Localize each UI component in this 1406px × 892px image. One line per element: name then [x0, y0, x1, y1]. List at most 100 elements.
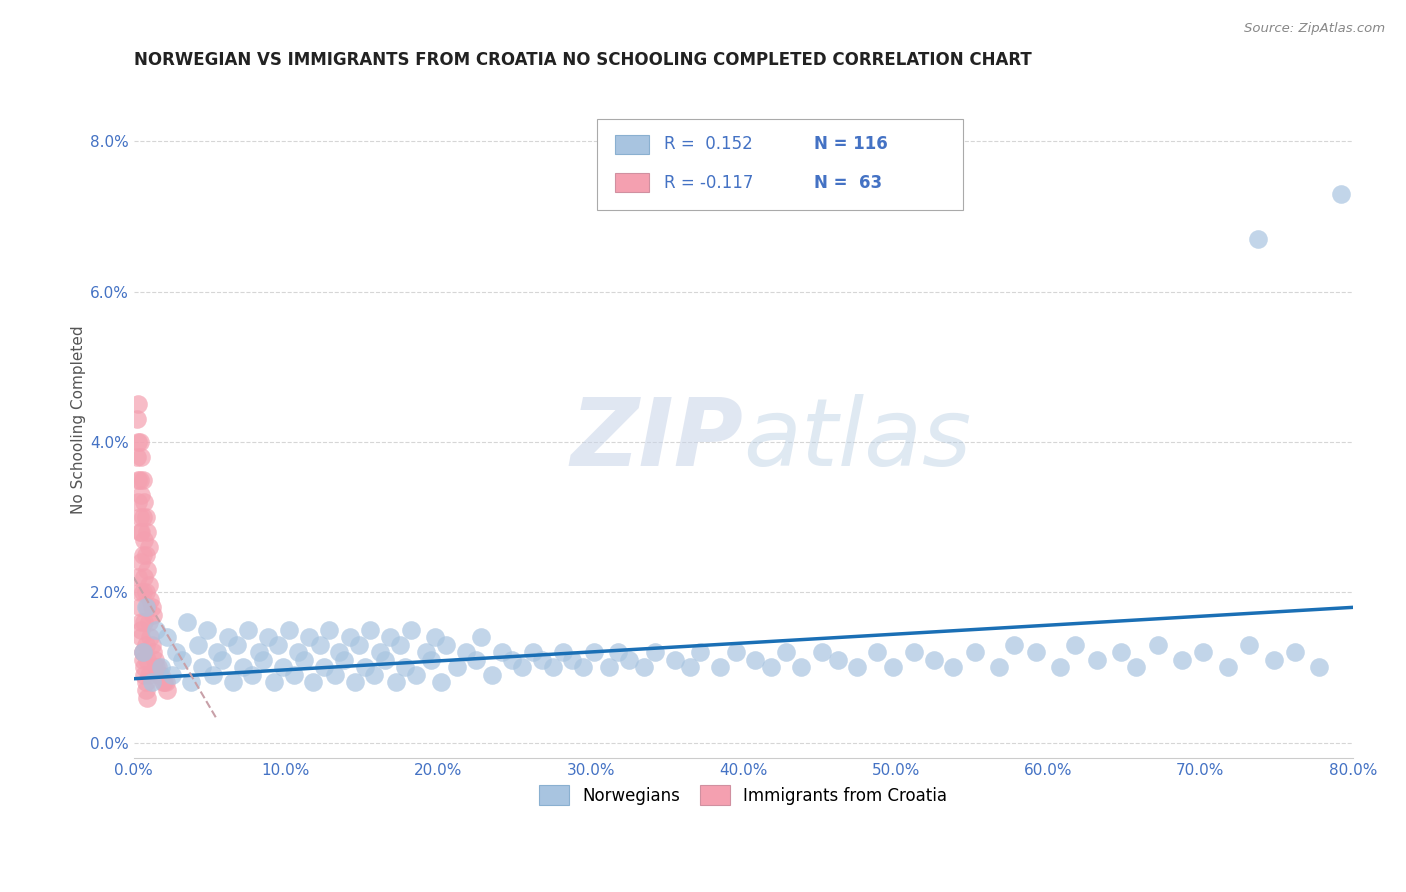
Point: [125, 412, 148, 426]
Point: [139, 631, 162, 645]
Point: [134, 615, 156, 630]
Point: [129, 623, 152, 637]
Point: [363, 668, 385, 682]
Point: [1109, 645, 1132, 659]
Point: [132, 653, 155, 667]
Point: [129, 450, 152, 464]
Point: [724, 645, 747, 659]
Point: [689, 645, 711, 659]
Point: [278, 623, 301, 637]
Point: [141, 638, 163, 652]
Y-axis label: No Schooling Completed: No Schooling Completed: [72, 326, 86, 514]
Point: [1216, 660, 1239, 674]
FancyBboxPatch shape: [616, 173, 650, 193]
Point: [378, 631, 401, 645]
Point: [522, 645, 544, 659]
Point: [318, 623, 340, 637]
Point: [271, 660, 294, 674]
Point: [127, 435, 149, 450]
Point: [176, 615, 198, 630]
Point: [454, 645, 477, 659]
Point: [553, 645, 575, 659]
Point: [150, 660, 173, 674]
Point: [150, 668, 173, 682]
FancyBboxPatch shape: [598, 119, 963, 210]
Point: [160, 668, 183, 682]
Point: [156, 683, 179, 698]
Point: [136, 653, 159, 667]
Point: [125, 450, 148, 464]
Point: [135, 675, 157, 690]
Point: [1263, 653, 1285, 667]
Point: [1308, 660, 1330, 674]
Point: [465, 653, 488, 667]
Point: [374, 653, 396, 667]
Point: [138, 578, 160, 592]
Point: [1146, 638, 1168, 652]
Point: [148, 668, 170, 682]
Point: [195, 623, 218, 637]
Point: [384, 675, 406, 690]
Point: [129, 615, 152, 630]
Point: [903, 645, 925, 659]
Point: [143, 653, 166, 667]
Point: [312, 660, 335, 674]
Point: [389, 638, 412, 652]
Point: [323, 668, 346, 682]
Point: [129, 631, 152, 645]
Point: [129, 488, 152, 502]
Point: [141, 600, 163, 615]
Point: [679, 660, 702, 674]
Point: [134, 668, 156, 682]
Point: [561, 653, 583, 667]
Point: [988, 660, 1011, 674]
Point: [827, 653, 849, 667]
Point: [136, 525, 159, 540]
Point: [132, 585, 155, 599]
Point: [146, 660, 169, 674]
Legend: Norwegians, Immigrants from Croatia: Norwegians, Immigrants from Croatia: [530, 777, 956, 814]
Point: [470, 631, 492, 645]
Point: [142, 645, 165, 659]
Point: [252, 653, 274, 667]
Point: [415, 645, 437, 659]
Point: [399, 623, 422, 637]
Point: [1171, 653, 1194, 667]
Point: [132, 473, 155, 487]
Point: [165, 645, 187, 659]
Point: [302, 675, 325, 690]
Point: [370, 645, 392, 659]
Point: [127, 495, 149, 509]
Point: [141, 675, 163, 690]
Text: atlas: atlas: [744, 394, 972, 485]
Point: [775, 645, 797, 659]
Point: [136, 690, 159, 705]
Point: [1004, 638, 1026, 652]
Point: [790, 660, 813, 674]
Point: [354, 660, 377, 674]
Point: [132, 548, 155, 562]
Text: N =  63: N = 63: [814, 174, 882, 192]
Point: [644, 645, 666, 659]
Point: [145, 623, 167, 637]
Point: [152, 675, 174, 690]
Point: [153, 675, 176, 690]
Point: [1064, 638, 1087, 652]
Point: [132, 645, 155, 659]
Point: [308, 638, 330, 652]
Point: [1329, 187, 1351, 202]
Point: [242, 668, 264, 682]
Point: [267, 638, 290, 652]
Text: R =  0.152: R = 0.152: [664, 136, 752, 153]
Point: [846, 660, 869, 674]
Point: [145, 660, 167, 674]
Point: [541, 660, 564, 674]
Point: [1192, 645, 1215, 659]
Point: [510, 660, 533, 674]
Point: [134, 495, 156, 509]
Point: [598, 660, 620, 674]
Point: [247, 645, 270, 659]
Point: [882, 660, 904, 674]
Point: [942, 660, 965, 674]
Point: [138, 668, 160, 682]
